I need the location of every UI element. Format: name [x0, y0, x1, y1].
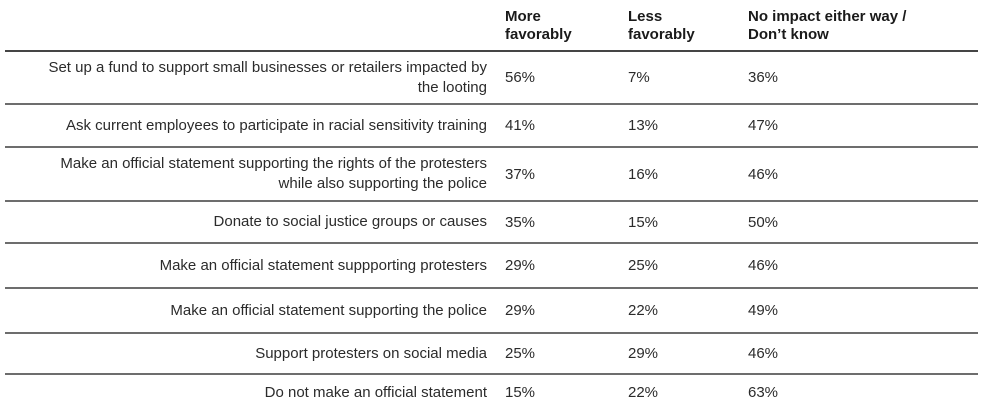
value-no-impact: 49%	[748, 302, 779, 319]
table-row: Make an official statement supporting th…	[5, 146, 978, 200]
value-less-favorably: 22%	[628, 302, 659, 319]
value-no-impact: 36%	[748, 69, 779, 86]
value-no-impact: 46%	[748, 257, 779, 274]
row-label: Do not make an official statement	[264, 383, 487, 401]
row-label: Ask current employees to participate in …	[65, 116, 487, 134]
value-less-favorably: 7%	[628, 69, 650, 86]
value-no-impact: 46%	[748, 165, 779, 183]
table-row: Do not make an official statement 15% 22% 6…	[5, 373, 978, 410]
row-label: Make an official statement supporting th…	[60, 155, 487, 192]
row-label: Set up a fund to support small businesse…	[48, 58, 487, 96]
value-more-favorably: 25%	[505, 345, 536, 362]
survey-results-table: More favorably Less favorably No impact …	[5, 0, 978, 410]
value-more-favorably: 56%	[505, 69, 536, 86]
column-header-no-impact: No impact either way / Don’t know	[748, 8, 907, 43]
value-more-favorably: 29%	[505, 302, 536, 319]
table-row: Ask current employees to participate in …	[5, 103, 978, 146]
value-no-impact: 46%	[748, 345, 779, 362]
value-no-impact: 47%	[748, 117, 779, 134]
row-label: Make an official statement suppporting p…	[159, 256, 487, 274]
value-more-favorably: 35%	[505, 213, 536, 231]
table-body: Set up a fund to support small businesse…	[5, 50, 978, 410]
value-more-favorably: 15%	[505, 384, 536, 401]
value-less-favorably: 13%	[628, 117, 659, 134]
row-label: Donate to social justice groups or cause…	[213, 213, 487, 230]
value-more-favorably: 37%	[505, 165, 536, 183]
table-row: Donate to social justice groups or cause…	[5, 200, 978, 242]
row-label: Support protesters on social media	[255, 344, 487, 362]
value-more-favorably: 41%	[505, 117, 536, 134]
value-less-favorably: 22%	[628, 384, 659, 401]
table-row: Set up a fund to support small businesse…	[5, 50, 978, 103]
column-header-more-favorably: More favorably	[505, 8, 572, 43]
table-row: Support protesters on social media 25% 29%…	[5, 332, 978, 373]
value-less-favorably: 16%	[628, 165, 659, 183]
table-header-row: More favorably Less favorably No impact …	[5, 0, 978, 50]
value-less-favorably: 15%	[628, 213, 659, 231]
table-row: Make an official statement supporting th…	[5, 287, 978, 332]
value-no-impact: 50%	[748, 213, 779, 231]
value-more-favorably: 29%	[505, 257, 536, 274]
column-header-less-favorably: Less favorably	[628, 8, 695, 43]
row-label: Make an official statement supporting th…	[170, 301, 487, 319]
value-less-favorably: 29%	[628, 345, 659, 362]
value-no-impact: 63%	[748, 384, 779, 401]
value-less-favorably: 25%	[628, 257, 659, 274]
table-row: Make an official statement suppporting p…	[5, 242, 978, 287]
